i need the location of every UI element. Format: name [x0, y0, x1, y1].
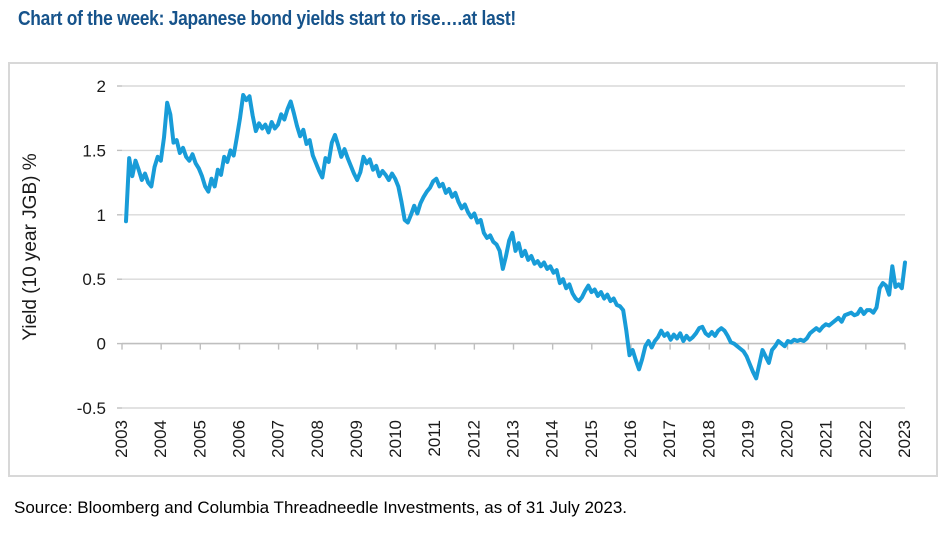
- chart-card: 2 1.5 1 0.5 0 -0.5 2003 2004 2005 2006 2007 2008 200…: [8, 62, 938, 477]
- x-tick-label: 2009: [347, 420, 366, 458]
- x-tick-label: 2011: [425, 420, 444, 457]
- x-tick-label: 2022: [856, 420, 875, 458]
- source-note: Source: Bloomberg and Columbia Threadnee…: [14, 498, 627, 517]
- x-tick-label: 2014: [543, 420, 562, 458]
- y-tick-label: 1: [97, 206, 106, 225]
- yield-chart: 2 1.5 1 0.5 0 -0.5 2003 2004 2005 2006 2007 2008 200…: [20, 77, 914, 458]
- x-tick-label: 2005: [190, 420, 209, 458]
- x-tick-label: 2019: [738, 420, 757, 458]
- x-tick-label: 2018: [699, 420, 718, 458]
- x-tick-label: 2010: [386, 420, 405, 458]
- y-tick-label: -0.5: [77, 399, 106, 418]
- x-tick-label: 2012: [464, 420, 483, 458]
- x-tick-label: 2021: [817, 420, 836, 458]
- x-tick-label: 2016: [621, 420, 640, 458]
- y-tick-label: 1.5: [82, 141, 106, 160]
- y-tick-label: 0.5: [82, 270, 106, 289]
- x-tick-label: 2007: [269, 420, 288, 458]
- y-axis-title: Yield (10 year JGB) %: [20, 153, 41, 340]
- x-tick-label: 2017: [660, 420, 679, 458]
- yield-line: [124, 93, 907, 381]
- x-tick-label: 2013: [504, 420, 523, 458]
- x-tick-label: 2015: [582, 420, 601, 458]
- y-tick-label: 2: [97, 77, 106, 96]
- x-tick-label: 2008: [308, 420, 327, 458]
- x-tick-label: 2006: [229, 420, 248, 458]
- x-tick-label: 2004: [151, 420, 170, 458]
- x-tick-label: 2020: [778, 420, 797, 458]
- x-tick-label: 2023: [895, 420, 914, 458]
- y-tick-label: 0: [97, 335, 106, 354]
- page-title: Chart of the week: Japanese bond yields …: [18, 8, 516, 30]
- x-tick-label: 2003: [112, 420, 131, 458]
